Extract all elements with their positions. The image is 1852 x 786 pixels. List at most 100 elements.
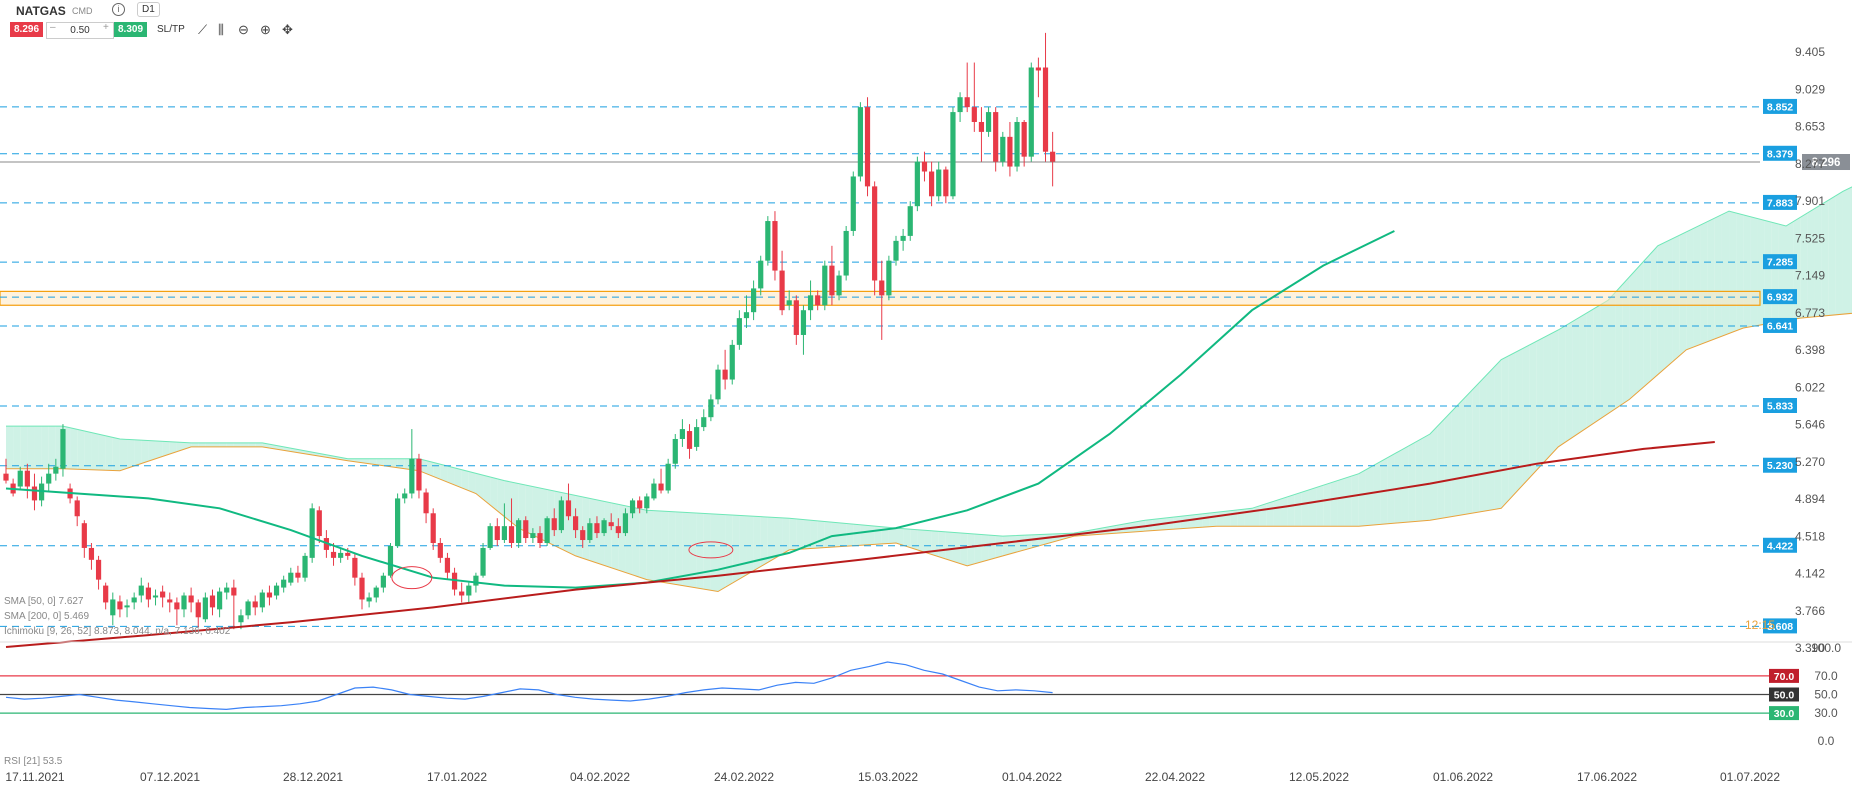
sma200-line[interactable] [5,441,1715,648]
candle-body[interactable] [573,516,579,531]
candle-body[interactable] [409,458,415,494]
candle-body[interactable] [231,587,237,596]
candle-body[interactable] [352,557,358,578]
candle-body[interactable] [224,587,230,593]
minus-icon[interactable]: – [50,22,56,33]
rsi-legend[interactable]: RSI [21] 53.5 [4,756,63,767]
candle-body[interactable] [46,473,52,484]
candle-body[interactable] [209,595,216,608]
candle-body[interactable] [31,486,38,501]
candle-body[interactable] [843,230,849,276]
candle-body[interactable] [1050,151,1056,162]
candle-body[interactable] [160,591,166,598]
candle-body[interactable] [188,595,194,603]
candle-body[interactable] [872,186,878,281]
buy-button[interactable]: 8.309 [114,22,148,37]
candle-body[interactable] [751,288,757,313]
candle-body[interactable] [936,169,942,197]
candle-body[interactable] [893,240,899,261]
candle-body[interactable] [245,601,251,616]
candle-body[interactable] [281,579,287,588]
candle-body[interactable] [316,510,322,537]
zoom-in-icon[interactable]: ⊕ [260,22,271,37]
candle-body[interactable] [701,417,707,428]
candle-body[interactable] [900,235,906,241]
candles-icon[interactable]: ⫼ [218,22,224,37]
candle-body[interactable] [793,300,799,335]
candle-body[interactable] [736,318,742,345]
candle-body[interactable] [971,107,977,122]
candle-body[interactable] [501,526,507,541]
candle-body[interactable] [195,602,201,618]
candle-body[interactable] [786,300,792,306]
candle-body[interactable] [451,572,458,590]
rsi-line[interactable] [5,661,1053,711]
candle-body[interactable] [416,458,422,491]
candle-body[interactable] [1028,67,1034,157]
candle-body[interactable] [3,473,9,481]
candle-body[interactable] [17,470,23,487]
candle-body[interactable] [708,399,714,418]
candle-body[interactable] [615,526,621,534]
candle-body[interactable] [637,500,643,509]
candle-body[interactable] [167,599,173,603]
candle-body[interactable] [743,312,750,319]
candle-body[interactable] [395,498,401,546]
candle-body[interactable] [238,615,244,623]
candle-body[interactable] [914,161,920,207]
candle-body[interactable] [266,592,273,598]
crosshair-icon[interactable]: ✥ [282,22,293,37]
candle-body[interactable] [202,597,208,620]
candle-body[interactable] [807,295,814,311]
candle-body[interactable] [430,513,436,543]
candle-body[interactable] [587,523,593,541]
candle-body[interactable] [907,206,913,236]
candle-body[interactable] [565,500,572,517]
candle-body[interactable] [273,585,280,596]
sma50-line[interactable] [5,230,1395,589]
candle-body[interactable] [551,518,557,531]
candle-body[interactable] [978,121,985,132]
candle-body[interactable] [544,518,550,543]
candle-body[interactable] [81,523,87,548]
candle-body[interactable] [929,171,935,197]
candle-body[interactable] [473,575,479,586]
candle-body[interactable] [1014,121,1020,167]
candle-body[interactable] [651,483,657,499]
candle-body[interactable] [921,161,928,172]
candle-body[interactable] [594,523,600,534]
candle-body[interactable] [943,169,949,197]
candle-body[interactable] [288,572,294,583]
candle-body[interactable] [800,310,807,335]
candle-body[interactable] [729,344,735,380]
candle-body[interactable] [217,591,223,610]
candle-body[interactable] [402,493,408,499]
candle-body[interactable] [601,520,607,534]
candle-body[interactable] [174,602,180,610]
candle-body[interactable] [508,526,515,543]
candle-body[interactable] [95,559,102,580]
candle-body[interactable] [629,500,636,514]
candle-body[interactable] [1042,67,1049,152]
sma200-legend[interactable]: SMA [200, 0] 5.469 [4,611,90,622]
candle-body[interactable] [138,585,144,596]
info-icon[interactable]: i [112,3,125,16]
sell-button[interactable]: 8.296 [10,22,44,37]
candle-body[interactable] [665,463,671,491]
candle-body[interactable] [715,369,721,400]
candle-body[interactable] [993,112,999,162]
candle-body[interactable] [580,530,586,541]
candle-body[interactable] [530,533,536,539]
candle-body[interactable] [836,275,842,296]
candle-body[interactable] [957,97,963,113]
candle-body[interactable] [1021,121,1027,157]
candle-body[interactable] [672,438,678,464]
candle-body[interactable] [74,500,80,517]
candle-body[interactable] [131,597,137,603]
zoom-out-icon[interactable]: ⊖ [238,22,249,37]
candle-body[interactable] [345,552,351,556]
candle-body[interactable] [466,585,472,596]
candle-body[interactable] [152,595,159,598]
candle-body[interactable] [259,592,265,608]
candle-body[interactable] [338,552,344,558]
